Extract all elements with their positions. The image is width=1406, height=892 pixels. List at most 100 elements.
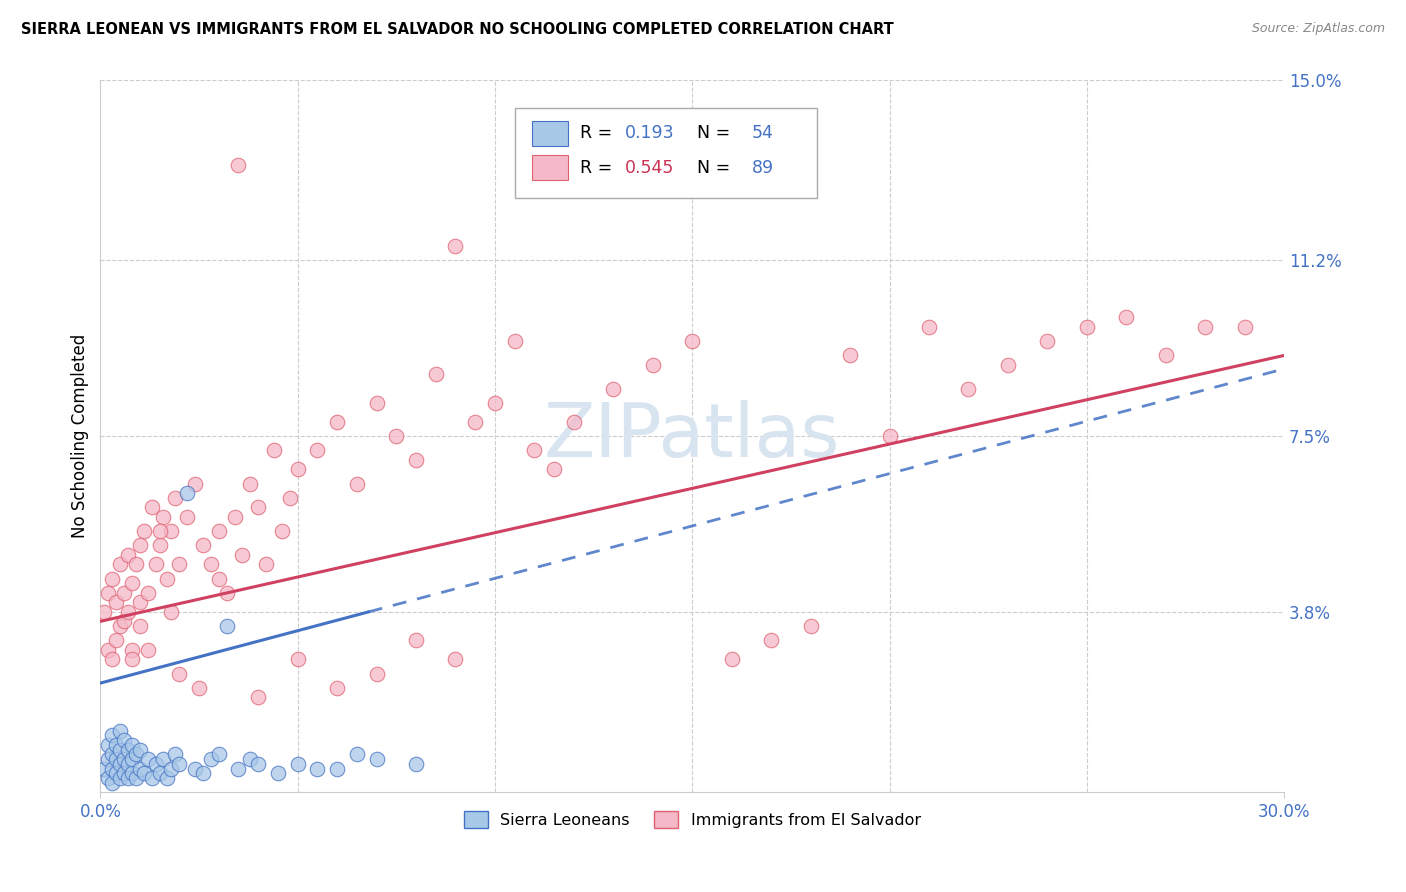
Point	[254, 558, 277, 572]
Point	[562, 415, 585, 429]
Point	[1194, 320, 1216, 334]
Text: Source: ZipAtlas.com: Source: ZipAtlas.com	[1251, 22, 1385, 36]
Point	[121, 766, 143, 780]
Point	[105, 595, 128, 609]
Point	[326, 681, 349, 695]
Point	[128, 595, 150, 609]
Point	[366, 666, 388, 681]
Point	[128, 619, 150, 633]
Point	[160, 524, 183, 538]
Text: 0.545: 0.545	[624, 159, 673, 177]
Point	[121, 643, 143, 657]
Point	[93, 605, 115, 619]
Point	[121, 738, 143, 752]
Point	[108, 742, 131, 756]
Point	[326, 762, 349, 776]
Point	[405, 633, 427, 648]
Point	[145, 756, 167, 771]
Point	[287, 462, 309, 476]
Point	[444, 652, 467, 666]
Point	[141, 771, 163, 785]
Point	[97, 771, 120, 785]
Point	[136, 586, 159, 600]
Legend: Sierra Leoneans, Immigrants from El Salvador: Sierra Leoneans, Immigrants from El Salv…	[457, 805, 927, 834]
Point	[759, 633, 782, 648]
Point	[405, 453, 427, 467]
Point	[148, 538, 170, 552]
Point	[602, 382, 624, 396]
Point	[188, 681, 211, 695]
Point	[346, 476, 368, 491]
Point	[117, 756, 139, 771]
Point	[215, 586, 238, 600]
Text: R =: R =	[579, 159, 617, 177]
Point	[141, 500, 163, 515]
FancyBboxPatch shape	[533, 155, 568, 179]
Point	[145, 558, 167, 572]
Point	[1233, 320, 1256, 334]
Point	[160, 762, 183, 776]
Point	[997, 358, 1019, 372]
Point	[101, 747, 124, 762]
Y-axis label: No Schooling Completed: No Schooling Completed	[72, 334, 89, 538]
Point	[117, 742, 139, 756]
Point	[101, 652, 124, 666]
Point	[101, 776, 124, 790]
Point	[112, 733, 135, 747]
Point	[121, 576, 143, 591]
Point	[117, 548, 139, 562]
Point	[108, 771, 131, 785]
Point	[112, 586, 135, 600]
Point	[184, 476, 207, 491]
Point	[136, 752, 159, 766]
Point	[105, 752, 128, 766]
Point	[97, 738, 120, 752]
Point	[105, 738, 128, 752]
Text: R =: R =	[579, 124, 617, 143]
Point	[112, 766, 135, 780]
Point	[247, 690, 270, 705]
Point	[112, 615, 135, 629]
Text: N =: N =	[686, 159, 737, 177]
Point	[228, 762, 250, 776]
Point	[800, 619, 823, 633]
Point	[720, 652, 742, 666]
Text: 54: 54	[751, 124, 773, 143]
Point	[169, 666, 191, 681]
Point	[641, 358, 664, 372]
Point	[117, 771, 139, 785]
Point	[307, 443, 329, 458]
Text: ZIPatlas: ZIPatlas	[544, 400, 841, 473]
Point	[97, 752, 120, 766]
Point	[215, 619, 238, 633]
Point	[346, 747, 368, 762]
Text: SIERRA LEONEAN VS IMMIGRANTS FROM EL SALVADOR NO SCHOOLING COMPLETED CORRELATION: SIERRA LEONEAN VS IMMIGRANTS FROM EL SAL…	[21, 22, 894, 37]
Point	[184, 762, 207, 776]
Point	[156, 572, 179, 586]
Text: 0.193: 0.193	[624, 124, 675, 143]
Point	[169, 558, 191, 572]
Text: N =: N =	[686, 124, 737, 143]
Point	[191, 538, 214, 552]
Point	[132, 524, 155, 538]
Point	[148, 766, 170, 780]
Point	[125, 771, 148, 785]
Point	[101, 762, 124, 776]
Point	[523, 443, 546, 458]
Point	[263, 443, 285, 458]
Point	[125, 747, 148, 762]
Point	[121, 652, 143, 666]
Point	[93, 762, 115, 776]
Point	[1036, 334, 1059, 348]
Point	[128, 762, 150, 776]
Point	[208, 524, 231, 538]
Point	[152, 752, 174, 766]
Point	[239, 476, 262, 491]
Point	[839, 348, 862, 362]
Point	[464, 415, 486, 429]
Point	[1115, 310, 1137, 325]
Point	[97, 586, 120, 600]
Point	[444, 239, 467, 253]
Point	[136, 643, 159, 657]
Point	[224, 509, 246, 524]
